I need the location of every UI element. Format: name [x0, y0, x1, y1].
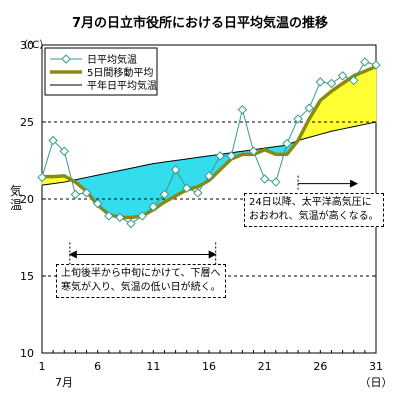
- annotation-late-july: 24日以降、太平洋高気圧に おおわれ、気温が高くなる。: [244, 193, 384, 227]
- daily-mean-point: [59, 146, 69, 156]
- x-tick-label: 31: [369, 360, 383, 373]
- daily-mean-point: [304, 103, 314, 113]
- daily-mean-point: [271, 177, 281, 187]
- daily-mean-point: [137, 211, 147, 221]
- below-normal-fill: [186, 157, 199, 191]
- x-month-label: 7月: [55, 376, 73, 389]
- daily-mean-point: [237, 104, 248, 115]
- above-normal-fill: [364, 66, 377, 125]
- x-tick-label: 11: [146, 360, 160, 373]
- legend-label-normal: 平年日平均気温: [87, 79, 157, 92]
- daily-mean-point: [226, 151, 236, 161]
- x-tick-label: 26: [313, 360, 327, 373]
- y-unit-label: （℃）: [18, 39, 49, 51]
- x-tick-label: 21: [258, 360, 272, 373]
- y-tick-label: 15: [20, 270, 34, 283]
- daily-mean-point: [92, 198, 103, 209]
- daily-mean-point: [259, 174, 270, 184]
- x-tick-label: 6: [94, 360, 101, 373]
- daily-mean-point: [70, 189, 81, 200]
- x-tick-label: 16: [202, 360, 216, 373]
- daily-mean-point: [193, 188, 203, 198]
- daily-mean-point: [326, 78, 337, 89]
- daily-mean-point: [148, 201, 159, 212]
- daily-mean-point: [159, 189, 170, 200]
- daily-mean-point: [81, 188, 92, 198]
- daily-mean-point: [126, 218, 136, 229]
- daily-mean-point: [115, 212, 125, 223]
- daily-mean-point: [182, 183, 192, 193]
- y-tick-label: 10: [20, 347, 34, 360]
- daily-mean-point: [204, 171, 214, 181]
- daily-mean-point: [337, 71, 348, 81]
- daily-mean-point: [349, 75, 359, 86]
- daily-mean-point: [293, 114, 303, 124]
- y-tick-label: 20: [20, 193, 34, 206]
- deviation-fills: [41, 66, 377, 218]
- legend-label-moving-average: 5日間移動平均: [87, 66, 153, 79]
- below-normal-fill: [119, 167, 132, 218]
- x-tick-label: 1: [39, 360, 46, 373]
- daily-mean-point: [37, 172, 47, 183]
- series-normal-line: [41, 121, 377, 186]
- y-axis-label-char: 気: [10, 183, 22, 198]
- daily-mean-point: [170, 165, 181, 175]
- daily-mean-point: [282, 138, 292, 149]
- annotation-mid-july: 上旬後半から中旬にかけて、下層へ 寒気が入り、気温の低い日が続く。: [56, 264, 226, 298]
- daily-mean-point: [248, 146, 259, 156]
- chart-title: 7月の日立市役所における日平均気温の推移: [72, 15, 328, 31]
- legend-label-daily-mean: 日平均気温: [87, 53, 137, 66]
- below-normal-fill: [130, 165, 143, 218]
- y-tick-label: 30: [20, 39, 34, 52]
- legend-marker-daily-mean: [61, 54, 71, 64]
- below-normal-fill: [108, 170, 121, 218]
- daily-mean-point: [360, 57, 370, 67]
- daily-mean-point: [48, 135, 58, 146]
- daily-mean-point: [315, 77, 326, 87]
- y-tick-label: 25: [20, 116, 34, 129]
- x-unit-label: （日）: [360, 376, 393, 389]
- daily-mean-point: [104, 211, 114, 221]
- y-axis-label-char: 温: [10, 198, 22, 212]
- daily-mean-point: [215, 151, 225, 161]
- daily-mean-point: [371, 60, 381, 70]
